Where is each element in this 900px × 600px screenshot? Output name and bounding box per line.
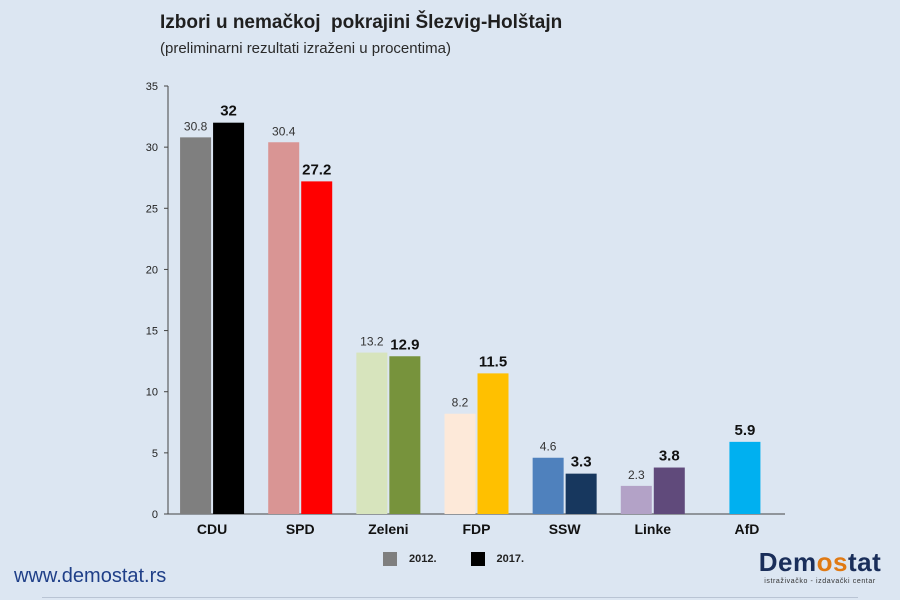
y-tick-label: 0 [152, 509, 158, 521]
data-label-2012-linke: 2.3 [628, 468, 645, 482]
bar-2012-zeleni [356, 352, 388, 514]
legend-swatch-2012 [383, 552, 397, 566]
data-label-2017-linke: 3.8 [659, 448, 680, 465]
bar-2012-cdu [180, 137, 212, 515]
x-category-label-afd: AfD [734, 521, 759, 537]
bar-2012-spd [268, 142, 300, 514]
x-category-label-ssw: SSW [549, 521, 582, 537]
y-tick-label: 30 [146, 142, 158, 154]
bar-2017-ssw [565, 473, 597, 514]
chart-subtitle: (preliminarni rezultati izraženi u proce… [160, 40, 451, 57]
bar-2017-afd [729, 441, 761, 514]
footer-divider [42, 597, 858, 598]
legend-swatch-2017 [470, 552, 485, 566]
data-label-2017-zeleni: 12.9 [390, 336, 419, 353]
y-tick-label: 15 [146, 326, 158, 338]
logo-wordmark: Demostat [757, 548, 883, 576]
x-category-label-linke: Linke [634, 521, 671, 537]
x-category-label-fdp: FDP [463, 521, 491, 537]
legend-item-2012: 2012. [383, 552, 437, 566]
x-category-label-zeleni: Zeleni [368, 521, 408, 537]
logo-text-part2: tat [847, 547, 882, 577]
y-tick-label: 35 [146, 81, 158, 93]
bar-2017-linke [653, 467, 685, 514]
x-category-label-spd: SPD [286, 521, 315, 537]
bar-2012-linke [620, 485, 652, 514]
y-tick-label: 20 [146, 264, 158, 276]
chart-title: Izbori u nemačkoj pokrajini Šlezvig-Holš… [160, 12, 563, 33]
y-tick-label: 25 [146, 203, 158, 215]
x-category-label-cdu: CDU [197, 521, 227, 537]
data-label-2012-zeleni: 13.2 [360, 335, 384, 349]
logo-text-accent: os [816, 547, 848, 577]
data-label-2017-ssw: 3.3 [571, 454, 592, 471]
bar-2017-cdu [213, 122, 245, 514]
bar-2012-fdp [444, 413, 476, 514]
legend-label-2017: 2017. [496, 553, 525, 565]
bar-2017-zeleni [389, 356, 421, 514]
data-label-2012-ssw: 4.6 [540, 440, 557, 454]
bar-2017-spd [301, 181, 333, 514]
y-tick-label: 10 [146, 387, 158, 399]
bar-2017-fdp [477, 373, 509, 514]
data-label-2012-spd: 30.4 [272, 124, 296, 138]
legend-item-2017: 2017. [470, 552, 525, 566]
data-label-2017-afd: 5.9 [734, 422, 755, 439]
website-link[interactable]: www.demostat.rs [14, 565, 167, 587]
y-tick-label: 5 [152, 448, 158, 460]
legend-label-2012: 2012. [409, 553, 437, 565]
data-label-2017-cdu: 32 [220, 103, 237, 120]
data-label-2012-fdp: 8.2 [452, 396, 469, 410]
data-label-2017-fdp: 11.5 [479, 353, 507, 370]
demostat-logo: Demostat istraživačko - izdavački centar [757, 548, 883, 585]
logo-subtitle: istraživačko - izdavački centar [764, 578, 876, 585]
data-label-2017-spd: 27.2 [302, 161, 331, 178]
legend: 2012. 2017. [383, 552, 558, 566]
bar-2012-ssw [532, 457, 564, 514]
data-label-2012-cdu: 30.8 [184, 119, 208, 133]
logo-text-part1: Dem [758, 547, 817, 577]
